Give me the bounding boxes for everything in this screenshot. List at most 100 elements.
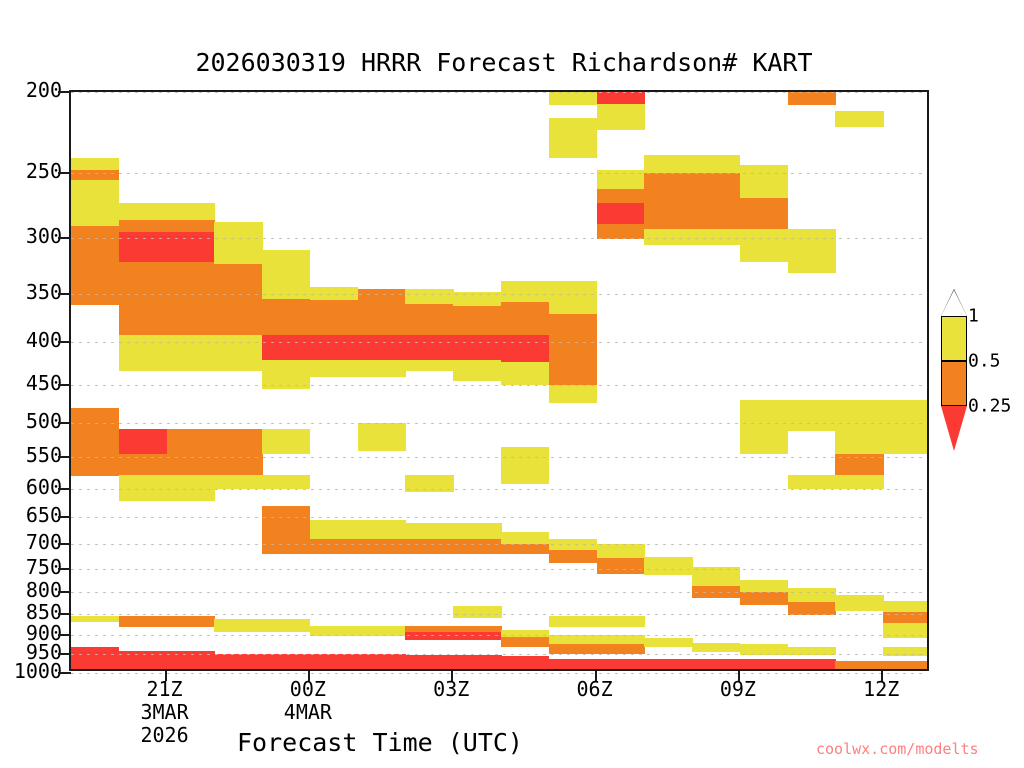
heatmap-cell — [405, 288, 454, 305]
heatmap-cell — [787, 646, 837, 656]
heatmap-cell — [166, 203, 215, 221]
x-axis-tick — [451, 671, 454, 681]
heatmap-cell — [262, 250, 311, 300]
y-axis-tick — [58, 613, 71, 616]
heatmap-cell — [214, 263, 263, 336]
heatmap-cell — [71, 169, 120, 181]
heatmap-cell — [501, 281, 550, 303]
heatmap-cell — [596, 189, 645, 204]
heatmap-cell — [501, 630, 550, 638]
heatmap-cell — [262, 299, 311, 336]
heatmap-cell — [118, 232, 168, 263]
colorbar-tick-label: 1 — [968, 305, 979, 327]
y-axis-tick — [58, 672, 71, 674]
heatmap-cell — [262, 506, 311, 528]
heatmap-cell — [883, 622, 927, 638]
heatmap-cell — [644, 154, 693, 174]
heatmap-cell — [501, 361, 550, 386]
heatmap-cell — [357, 626, 407, 636]
heatmap-cell — [71, 179, 120, 227]
y-axis-tick-label: 750 — [25, 555, 62, 580]
heatmap-cell — [596, 558, 645, 574]
colorbar-tick-label: 0.5 — [968, 350, 1001, 372]
heatmap-cell — [309, 539, 359, 554]
y-axis-tick — [58, 633, 71, 636]
heatmap-cell — [548, 634, 598, 645]
heatmap-cell — [453, 626, 502, 633]
heatmap-cell — [787, 475, 837, 490]
heatmap-cell — [739, 197, 789, 230]
heatmap-cell — [357, 653, 407, 669]
y-axis-tick-label: 600 — [25, 474, 62, 499]
heatmap-cell — [453, 291, 502, 307]
heatmap-cell — [453, 632, 502, 641]
heatmap-cell — [596, 634, 645, 645]
heatmap-cell — [357, 422, 407, 452]
heatmap-cell — [548, 659, 598, 669]
y-axis-tick-label: 200 — [25, 78, 62, 102]
heatmap-cell — [787, 602, 837, 615]
heatmap-cell — [262, 334, 311, 361]
heatmap-cell — [548, 314, 598, 386]
y-axis-tick-label: 950 — [25, 640, 62, 665]
gridline — [71, 92, 927, 93]
x-axis-tick — [164, 671, 167, 681]
heatmap-cell — [453, 655, 502, 669]
heatmap-cell — [309, 300, 359, 336]
heatmap-cell — [787, 659, 837, 669]
heatmap-cell — [692, 642, 741, 653]
heatmap-cell — [644, 228, 693, 245]
heatmap-cell — [835, 661, 884, 669]
y-axis-tick — [58, 543, 71, 546]
y-axis-tick-label: 850 — [25, 600, 62, 625]
heatmap-cell — [309, 334, 359, 361]
y-axis-tick-label: 650 — [25, 503, 62, 528]
heatmap-cell — [214, 653, 263, 669]
heatmap-cell — [739, 400, 789, 455]
colorbar-segment — [941, 316, 967, 361]
heatmap-cell — [118, 453, 168, 476]
heatmap-cell — [166, 475, 215, 502]
heatmap-cell — [453, 605, 502, 619]
x-axis-labels: 21Z 3MAR 2026 00Z 4MAR 03Z 06Z 09Z 12Z — [0, 678, 1024, 748]
x-axis-tick — [307, 671, 310, 681]
heatmap-cell — [835, 111, 884, 127]
heatmap-cell — [118, 475, 168, 502]
heatmap-cell — [118, 650, 168, 669]
colorbar — [941, 289, 967, 451]
heatmap-cell — [262, 475, 311, 490]
heatmap-cell — [118, 203, 168, 221]
heatmap-cell — [835, 475, 884, 490]
x-axis-ticks — [69, 671, 929, 683]
heatmap-cell — [692, 228, 741, 245]
y-axis-tick-label: 250 — [25, 158, 62, 183]
colorbar-segment — [941, 361, 967, 406]
heatmap-cell — [596, 223, 645, 239]
y-axis-tick-label: 700 — [25, 530, 62, 555]
y-axis-tick — [58, 456, 71, 459]
y-axis-tick-label: 400 — [25, 328, 62, 353]
heatmap-cell — [71, 615, 120, 623]
heatmap-cell — [644, 172, 693, 230]
heatmap-cell — [214, 475, 263, 490]
heatmap-cell — [739, 592, 789, 606]
heatmap-cell — [787, 587, 837, 603]
colorbar-extend-min-icon — [941, 406, 967, 451]
heatmap-cell — [118, 615, 168, 627]
heatmap-cell — [883, 601, 927, 613]
x-axis-tick — [594, 671, 597, 681]
y-axis-tick — [58, 91, 71, 93]
heatmap-cell — [118, 261, 168, 336]
heatmap-cell — [644, 557, 693, 576]
heatmap-cell — [739, 643, 789, 656]
heatmap-cell — [357, 359, 407, 378]
chart-title: 2026030319 HRRR Forecast Richardson# KAR… — [195, 48, 813, 77]
gridline — [71, 342, 927, 344]
heatmap-cell — [548, 643, 598, 655]
x-axis-title: Forecast Time (UTC) — [237, 728, 523, 757]
heatmap-cell — [405, 539, 454, 554]
heatmap-cell — [692, 154, 741, 174]
heatmap-cell — [739, 659, 789, 669]
heatmap-cell — [548, 550, 598, 563]
